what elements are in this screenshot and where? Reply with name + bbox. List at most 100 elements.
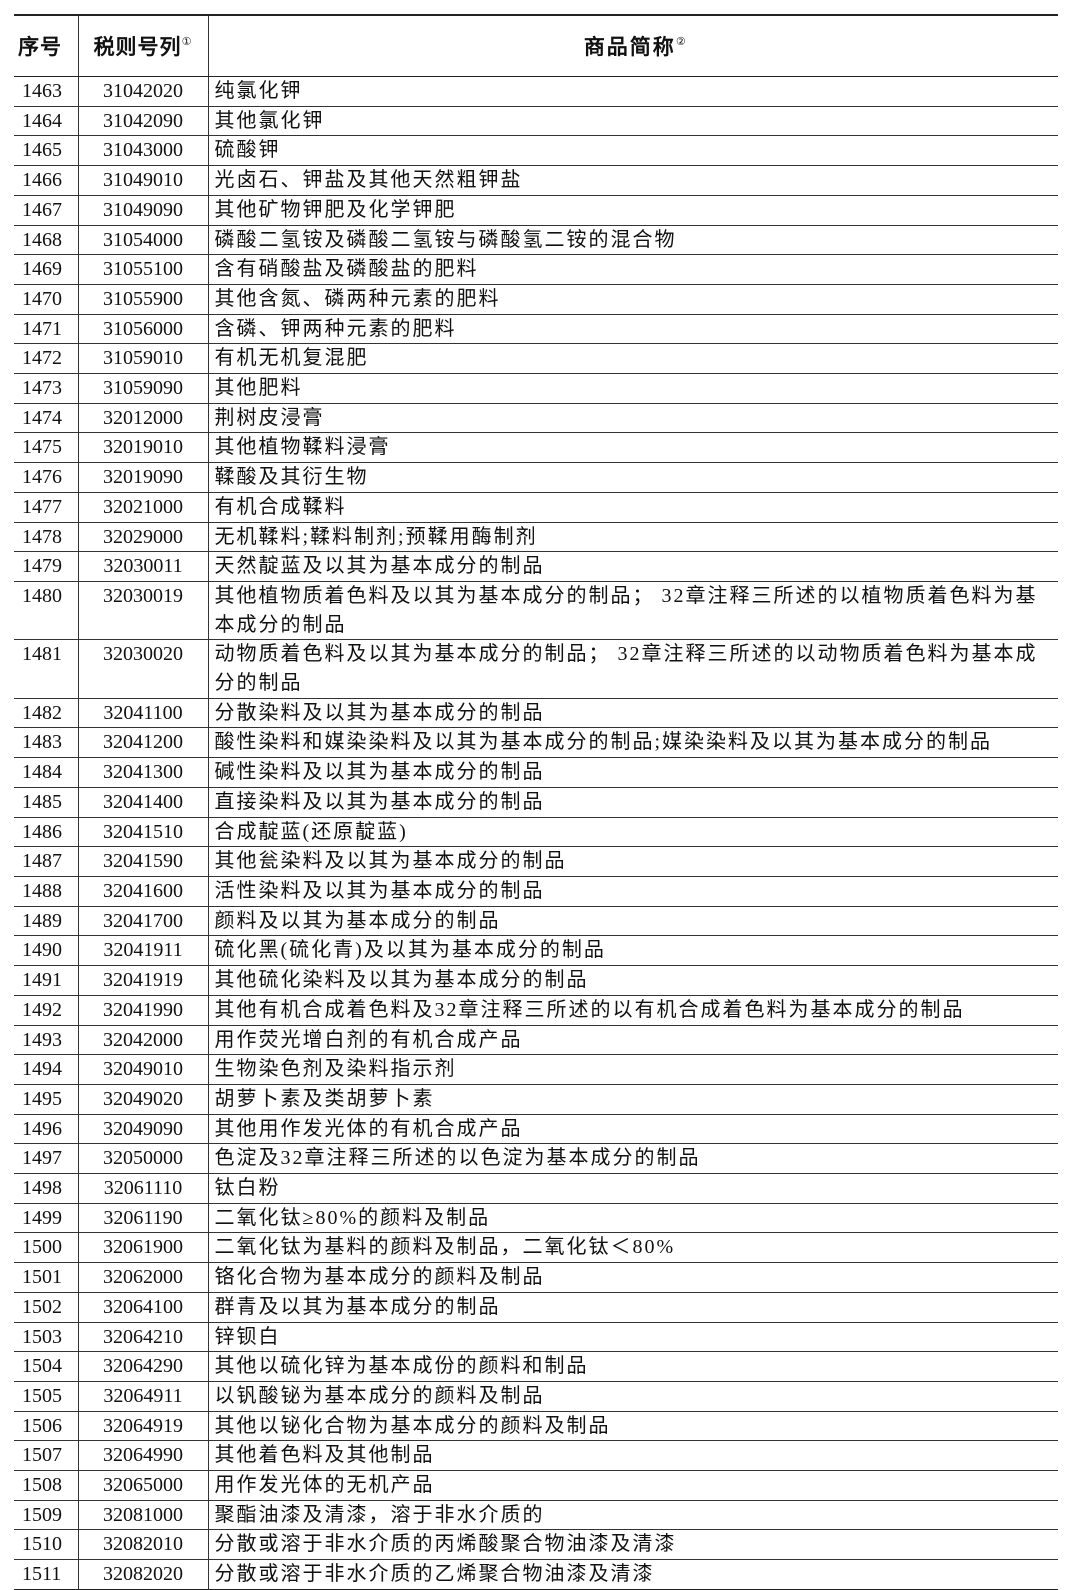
row-number: 1485 xyxy=(14,787,78,818)
product-name: 其他有机合成着色料及32章注释三所述的以有机合成着色料为基本成分的制品 xyxy=(207,995,1058,1026)
tariff-code: 32041300 xyxy=(77,757,208,788)
tariff-code: 32064100 xyxy=(77,1292,208,1323)
tariff-code: 32041600 xyxy=(77,876,208,907)
product-name: 光卤石、钾盐及其他天然粗钾盐 xyxy=(207,165,1058,196)
tariff-code: 32041700 xyxy=(77,906,208,937)
table-row: 1473 31059090 其他肥料 xyxy=(14,373,1058,404)
table-row: 1475 32019010 其他植物鞣料浸膏 xyxy=(14,432,1058,464)
tariff-code: 32041100 xyxy=(77,698,208,729)
product-name: 生物染色剂及染料指示剂 xyxy=(207,1054,1058,1085)
table-row: 1480 32030019 其他植物质着色料及以其为基本成分的制品； 32章注释三所… xyxy=(14,581,1058,641)
row-number: 1466 xyxy=(14,165,78,196)
header-label: 序号 xyxy=(18,35,62,59)
table-row: 1511 32082020 分散或溶于非水介质的乙烯聚合物油漆及清漆 xyxy=(14,1559,1058,1590)
product-name: 酸性染料和媒染染料及以其为基本成分的制品;媒染染料及以其为基本成分的制品 xyxy=(207,727,1058,759)
tariff-code: 32050000 xyxy=(77,1143,208,1175)
row-number: 1509 xyxy=(14,1500,78,1531)
product-name: 二氧化钛为基料的颜料及制品，二氧化钛＜80% xyxy=(207,1232,1058,1264)
tariff-code: 32041911 xyxy=(77,935,208,967)
table-row: 1466 31049010 光卤石、钾盐及其他天然粗钾盐 xyxy=(14,165,1058,196)
table-row: 1494 32049010 生物染色剂及染料指示剂 xyxy=(14,1054,1058,1085)
row-number: 1496 xyxy=(14,1114,78,1145)
product-name: 其他硫化染料及以其为基本成分的制品 xyxy=(207,965,1058,996)
row-number: 1472 xyxy=(14,343,78,375)
row-number: 1482 xyxy=(14,698,78,729)
tariff-code: 32049020 xyxy=(77,1084,208,1115)
header-note: ① xyxy=(181,35,193,48)
product-name: 其他用作发光体的有机合成产品 xyxy=(207,1114,1058,1145)
header-label: 商品简称 xyxy=(583,35,676,59)
row-number: 1508 xyxy=(14,1470,78,1501)
table-row: 1465 31043000 硫酸钾 xyxy=(14,135,1058,167)
row-number: 1493 xyxy=(14,1025,78,1056)
table-row: 1507 32064990 其他着色料及其他制品 xyxy=(14,1440,1058,1472)
product-name: 胡萝卜素及类胡萝卜素 xyxy=(207,1084,1058,1115)
tariff-code: 32064919 xyxy=(77,1411,208,1442)
row-number: 1491 xyxy=(14,965,78,996)
row-number: 1469 xyxy=(14,254,78,285)
column-header: 商品简称② xyxy=(207,14,1058,77)
tariff-code: 31049010 xyxy=(77,165,208,196)
product-name: 分散染料及以其为基本成分的制品 xyxy=(207,698,1058,729)
product-name: 天然靛蓝及以其为基本成分的制品 xyxy=(207,551,1058,582)
table-row: 1505 32064911 以钒酸铋为基本成分的颜料及制品 xyxy=(14,1381,1058,1412)
tariff-code: 32041919 xyxy=(77,965,208,996)
product-name: 铬化合物为基本成分的颜料及制品 xyxy=(207,1262,1058,1293)
row-number: 1501 xyxy=(14,1262,78,1293)
tariff-code: 32041990 xyxy=(77,995,208,1026)
tariff-code: 32049010 xyxy=(77,1054,208,1085)
header-label: 税则号列 xyxy=(93,35,182,59)
table-row: 1476 32019090 鞣酸及其衍生物 xyxy=(14,462,1058,493)
tariff-code: 32041590 xyxy=(77,846,208,877)
product-name: 硫化黑(硫化青)及以其为基本成分的制品 xyxy=(207,935,1058,967)
row-number: 1481 xyxy=(14,639,78,699)
row-number: 1495 xyxy=(14,1084,78,1115)
table-row: 1469 31055100 含有硝酸盐及磷酸盐的肥料 xyxy=(14,254,1058,285)
row-number: 1505 xyxy=(14,1381,78,1412)
tariff-code: 32030020 xyxy=(77,639,208,699)
column-header: 序号 xyxy=(14,14,78,77)
tariff-code: 31049090 xyxy=(77,195,208,226)
table-row: 1482 32041100 分散染料及以其为基本成分的制品 xyxy=(14,698,1058,729)
tariff-table: 序号 税则号列① 商品简称② 1463 31042020 纯氯化钾 1464 3104209… xyxy=(14,14,1058,1590)
product-name: 颜料及以其为基本成分的制品 xyxy=(207,906,1058,937)
tariff-code: 32061190 xyxy=(77,1203,208,1234)
tariff-code: 31042020 xyxy=(77,76,208,107)
tariff-code: 32064990 xyxy=(77,1440,208,1472)
table-row: 1463 31042020 纯氯化钾 xyxy=(14,76,1058,107)
row-number: 1511 xyxy=(14,1559,78,1590)
tariff-code: 32019010 xyxy=(77,432,208,464)
table-row: 1483 32041200 酸性染料和媒染染料及以其为基本成分的制品;媒染染料及以其… xyxy=(14,727,1058,759)
product-name: 有机无机复混肥 xyxy=(207,343,1058,375)
product-name: 鞣酸及其衍生物 xyxy=(207,462,1058,493)
tariff-code: 32064290 xyxy=(77,1351,208,1382)
tariff-code: 31054000 xyxy=(77,225,208,256)
tariff-code: 32082020 xyxy=(77,1559,208,1590)
row-number: 1497 xyxy=(14,1143,78,1175)
row-number: 1467 xyxy=(14,195,78,226)
row-number: 1483 xyxy=(14,727,78,759)
table-row: 1510 32082010 分散或溶于非水介质的丙烯酸聚合物油漆及清漆 xyxy=(14,1529,1058,1561)
product-name: 用作荧光增白剂的有机合成产品 xyxy=(207,1025,1058,1056)
header-row: 序号 税则号列① 商品简称② xyxy=(14,14,1058,77)
table-row: 1488 32041600 活性染料及以其为基本成分的制品 xyxy=(14,876,1058,907)
tariff-code: 32062000 xyxy=(77,1262,208,1293)
product-name: 群青及以其为基本成分的制品 xyxy=(207,1292,1058,1323)
row-number: 1510 xyxy=(14,1529,78,1561)
tariff-code: 32041510 xyxy=(77,817,208,848)
table-row: 1487 32041590 其他瓮染料及以其为基本成分的制品 xyxy=(14,846,1058,877)
row-number: 1506 xyxy=(14,1411,78,1442)
row-number: 1463 xyxy=(14,76,78,107)
row-number: 1490 xyxy=(14,935,78,967)
product-name: 碱性染料及以其为基本成分的制品 xyxy=(207,757,1058,788)
product-name: 其他含氮、磷两种元素的肥料 xyxy=(207,284,1058,315)
table-row: 1504 32064290 其他以硫化锌为基本成份的颜料和制品 xyxy=(14,1351,1058,1382)
product-name: 动物质着色料及以其为基本成分的制品； 32章注释三所述的以动物质着色料为基本成分… xyxy=(207,639,1058,699)
product-name: 其他着色料及其他制品 xyxy=(207,1440,1058,1472)
tariff-code: 31055900 xyxy=(77,284,208,315)
table-row: 1491 32041919 其他硫化染料及以其为基本成分的制品 xyxy=(14,965,1058,996)
table-row: 1472 31059010 有机无机复混肥 xyxy=(14,343,1058,375)
table-row: 1478 32029000 无机鞣料;鞣料制剂;预鞣用酶制剂 xyxy=(14,522,1058,553)
product-name: 二氧化钛≥80%的颜料及制品 xyxy=(207,1203,1058,1234)
row-number: 1474 xyxy=(14,403,78,434)
